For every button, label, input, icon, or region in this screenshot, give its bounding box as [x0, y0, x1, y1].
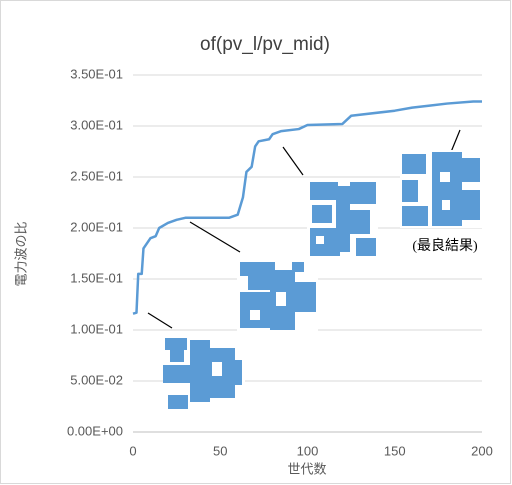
y-tick-label: 1.00E-01: [70, 321, 123, 336]
inset-design: [400, 150, 482, 228]
y-axis-label: 電力波の比: [13, 221, 28, 286]
x-axis-label: 世代数: [287, 461, 326, 476]
annotation: (最良結果): [412, 238, 478, 254]
y-tick-label: 2.00E-01: [70, 219, 123, 234]
y-tick-label: 3.50E-01: [70, 66, 123, 81]
y-tick-label: 2.50E-01: [70, 168, 123, 183]
inset-design: [237, 258, 318, 332]
y-tick-label: 1.50E-01: [70, 270, 123, 285]
inset-design: [307, 180, 378, 258]
y-tick-label: 3.00E-01: [70, 117, 123, 132]
x-tick-label: 0: [129, 443, 136, 458]
y-tick-label: 0.00E+00: [67, 423, 123, 438]
x-tick-label: 150: [384, 443, 406, 458]
x-tick-label: 50: [213, 443, 227, 458]
chart-title: of(pv_l/pv_mid): [200, 34, 330, 55]
y-tick-label: 5.00E-02: [70, 372, 123, 387]
x-tick-label: 200: [471, 443, 493, 458]
inset-design: [163, 335, 245, 412]
chart: of(pv_l/pv_mid) 世代数 電力波の比 0.00E+00 5.00E-…: [0, 0, 512, 485]
x-tick-label: 100: [297, 443, 319, 458]
